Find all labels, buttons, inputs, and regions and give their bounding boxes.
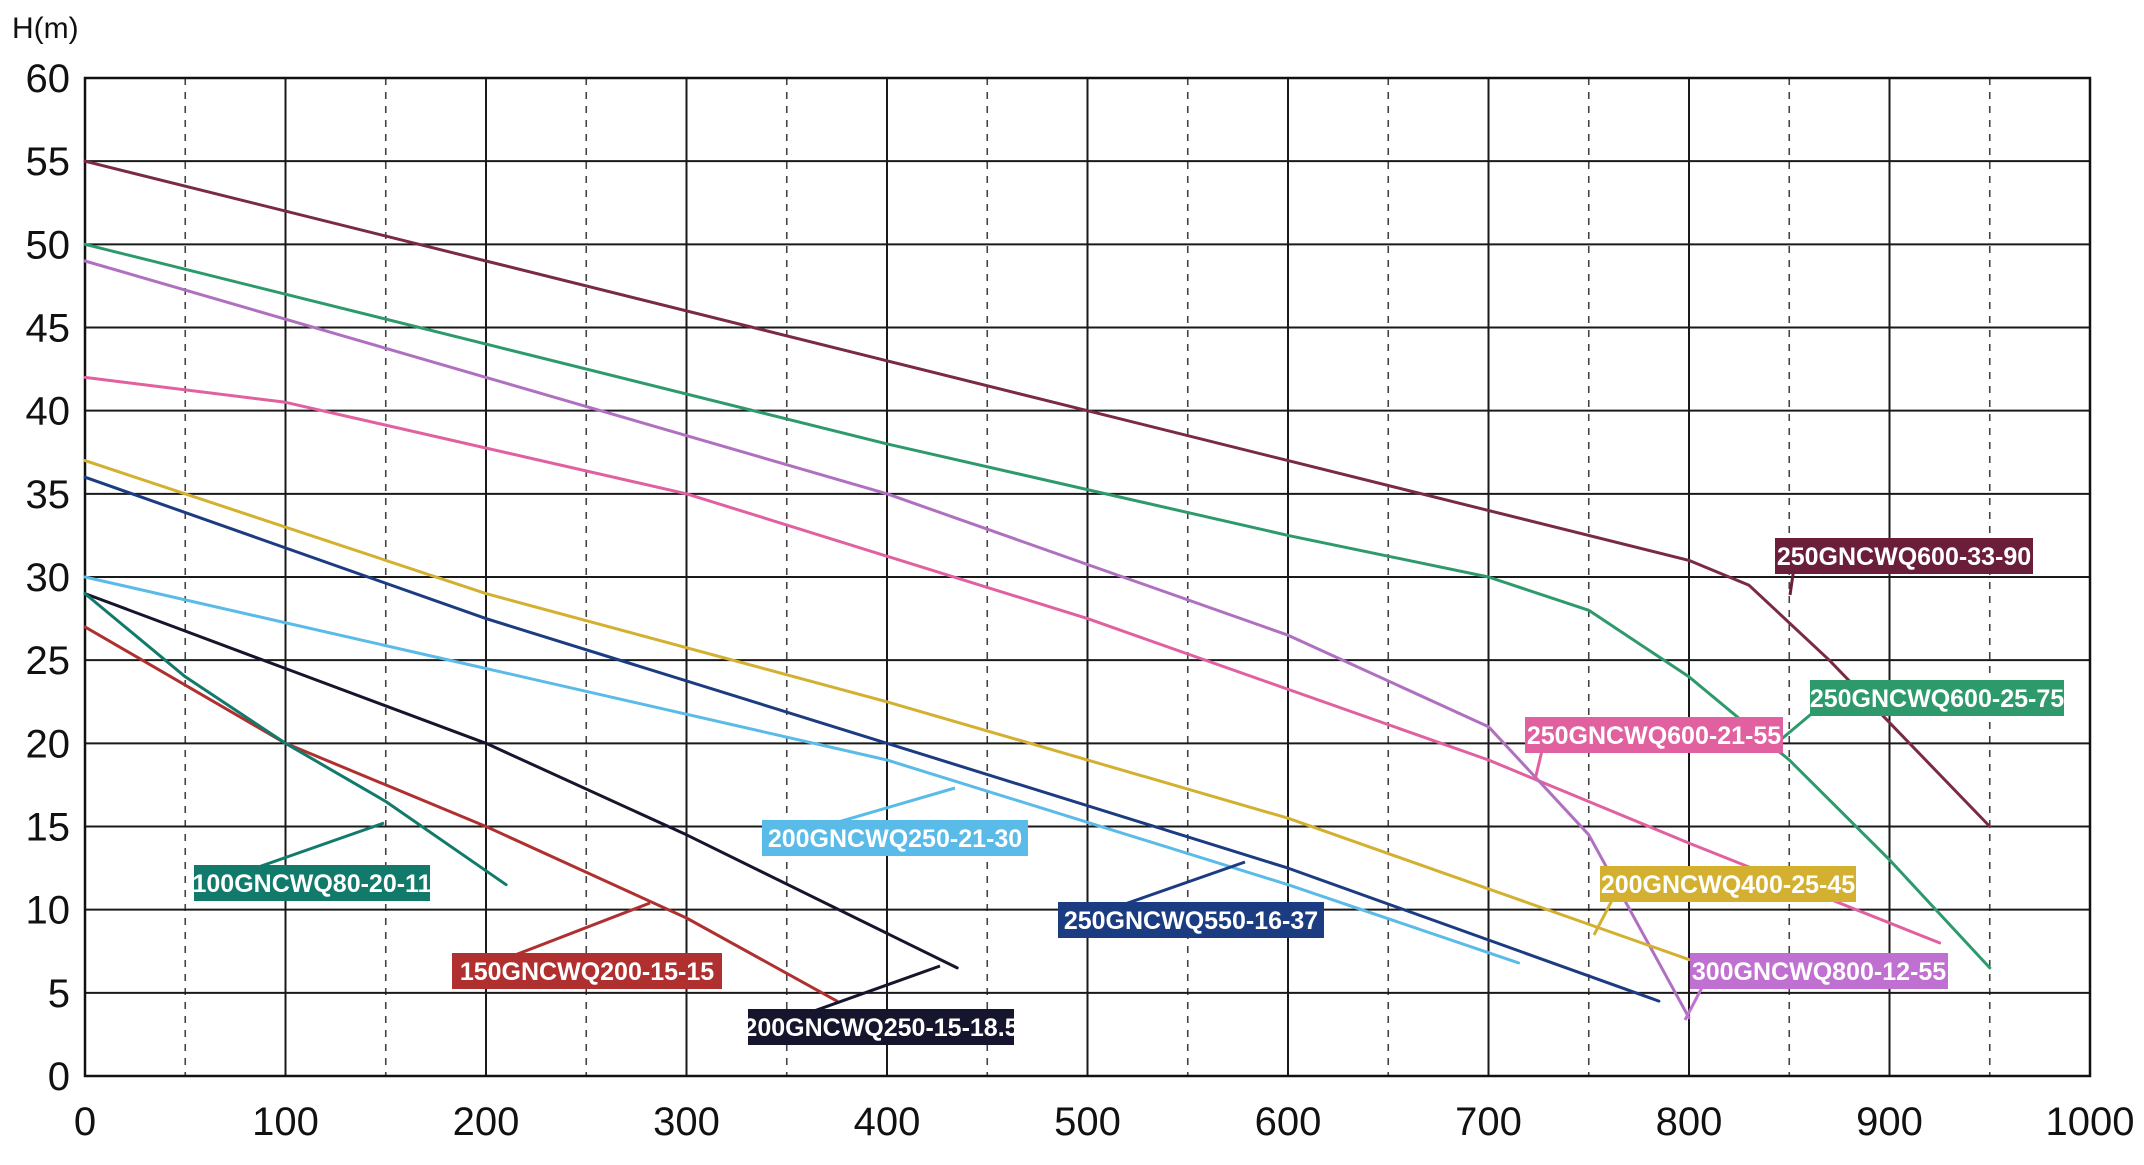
x-tick-label: 400 [854, 1100, 921, 1144]
model-tag-box [1690, 953, 1948, 989]
model-tag-box [1600, 866, 1856, 902]
x-tick-label: 200 [453, 1100, 520, 1144]
series-line [83, 459, 1691, 962]
model-tag: 200GNCWQ400-25-45 [1592, 866, 1856, 936]
model-tag-box [1775, 538, 2033, 574]
x-tick-label: 0 [74, 1100, 96, 1144]
model-tag: 250GNCWQ600-25-75 [1777, 680, 2064, 744]
y-tick-label: 20 [26, 722, 71, 766]
x-tick-label: 700 [1455, 1100, 1522, 1144]
model-tag: 250GNCWQ550-16-37 [1058, 860, 1324, 938]
model-tag: 250GNCWQ600-33-90 [1775, 538, 2033, 596]
model-tag-box [748, 1009, 1014, 1045]
x-tick-label: 100 [252, 1100, 319, 1144]
model-tag-box [1058, 902, 1324, 938]
model-tag-label: 250GNCWQ600-25-75 [1810, 685, 2064, 713]
model-tag-label: 250GNCWQ550-16-37 [1064, 907, 1318, 935]
model-tag-label: 300GNCWQ800-12-55 [1692, 958, 1946, 986]
x-tick-label: 600 [1255, 1100, 1322, 1144]
model-tag-label: 200GNCWQ250-15-18.5 [743, 1014, 1018, 1042]
x-tick-label: 300 [653, 1100, 720, 1144]
y-tick-label: 5 [48, 972, 70, 1016]
model-tag-box [1810, 680, 2064, 716]
model-tag-label: 250GNCWQ600-21-55 [1527, 722, 1781, 750]
model-tag-box [194, 865, 430, 901]
model-tag-box [1525, 717, 1783, 753]
y-tick-label: 35 [26, 473, 71, 517]
model-tag: 250GNCWQ600-21-55 [1525, 717, 1783, 781]
model-tag-box [452, 953, 722, 989]
model-tag-label: 150GNCWQ200-15-15 [460, 958, 714, 986]
model-tag-label: 250GNCWQ600-33-90 [1777, 543, 2031, 571]
series-line [83, 592, 959, 970]
y-tick-label: 55 [26, 140, 71, 184]
model-tag-label: 200GNCWQ250-21-30 [768, 825, 1022, 853]
y-tick-label: 10 [26, 889, 71, 933]
x-tick-label: 800 [1656, 1100, 1723, 1144]
y-axis-label: H(m) [12, 12, 79, 45]
model-tag: 150GNCWQ200-15-15 [452, 901, 722, 989]
model-tag: 200GNCWQ250-15-18.5 [743, 964, 1019, 1045]
x-tick-label: 500 [1054, 1100, 1121, 1144]
series-line [83, 575, 1521, 965]
y-tick-label: 40 [26, 390, 71, 434]
model-tag: 300GNCWQ800-12-55 [1683, 953, 1948, 1021]
x-tick-label: 900 [1856, 1100, 1923, 1144]
y-tick-label: 45 [26, 307, 71, 351]
series-line [83, 625, 839, 1003]
y-tick-label: 30 [26, 556, 71, 600]
series-line [83, 592, 508, 887]
model-tag-label: 100GNCWQ80-20-11 [192, 870, 431, 898]
model-tag-box [762, 820, 1028, 856]
model-tag: 100GNCWQ80-20-11 [192, 821, 432, 901]
series-line [83, 259, 1691, 1020]
model-tag-label: 200GNCWQ400-25-45 [1601, 871, 1855, 899]
x-tick-label: 1000 [2046, 1100, 2135, 1144]
series-line [83, 242, 1992, 970]
y-tick-label: 15 [26, 806, 71, 850]
series-line [83, 475, 1661, 1003]
series-line [83, 375, 1942, 945]
y-tick-label: 25 [26, 639, 71, 683]
y-tick-label: 60 [26, 57, 71, 101]
model-tag: 200GNCWQ250-21-30 [762, 786, 1028, 856]
y-tick-label: 0 [48, 1055, 70, 1099]
y-tick-label: 50 [26, 223, 71, 267]
